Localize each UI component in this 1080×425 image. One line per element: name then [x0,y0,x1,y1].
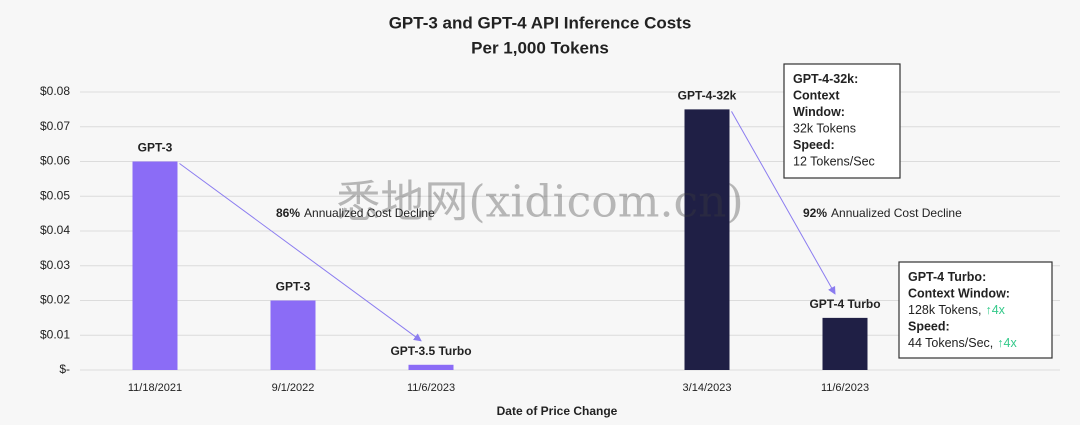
callout-text: Speed: [793,138,835,152]
annotation-bold: 92% [803,206,827,220]
y-tick-label: $0.04 [40,223,70,237]
bar [132,161,178,370]
chart-subtitle: Per 1,000 Tokens [471,38,609,57]
annotation: 92% Annualized Cost Decline [803,206,962,220]
callout-text: GPT-4 Turbo: [908,270,986,284]
callout-text: 32k Tokens [793,122,856,136]
decline-arrow [731,111,836,295]
bar [270,300,316,370]
callout-text: GPT-4-32k: [793,72,858,86]
y-tick-label: $0.03 [40,258,70,272]
callout-line: Context [793,89,840,103]
callout-text: Speed: [908,320,950,334]
y-tick-label: $0.07 [40,119,70,133]
x-tick-label: 11/18/2021 [128,382,182,394]
callout-text: 44 Tokens/Sec, [908,336,993,350]
callout-highlight: ↑4x [985,303,1005,317]
callout-text: 12 Tokens/Sec [793,155,875,169]
y-tick-label: $0.08 [40,84,70,98]
callout-line: 32k Tokens [793,122,856,136]
callout-line: 128k Tokens, ↑4x [908,303,1006,317]
annotation-bold: 86% [276,206,300,220]
annotation-text: Annualized Cost Decline [304,206,435,220]
callout-text: Window: [793,105,845,119]
x-tick-label: 11/6/2023 [821,382,869,394]
x-tick-label: 11/6/2023 [407,382,455,394]
bar-label: GPT-4-32k [678,89,737,103]
bar [822,317,868,370]
callout-line: 44 Tokens/Sec, ↑4x [908,336,1017,350]
callout-text: Context [793,89,840,103]
y-tick-label: $0.01 [40,327,70,341]
callout-box [783,63,901,179]
callout-text: 128k Tokens, [908,303,981,317]
y-tick-label: $0.02 [40,293,70,307]
callout-text: Context Window: [908,287,1010,301]
bar-label: GPT-4 Turbo [809,297,880,311]
callout-line: Window: [793,105,845,119]
callout-line: 12 Tokens/Sec [793,155,875,169]
bar-label: GPT-3 [138,141,173,155]
callout-line: GPT-4 Turbo: [908,270,986,284]
y-tick-label: $- [59,362,70,376]
bar-label: GPT-3 [276,280,311,294]
callout-line: Context Window: [908,287,1010,301]
annotation: 86% Annualized Cost Decline [276,206,435,220]
x-axis-label: Date of Price Change [497,404,618,418]
chart-title: GPT-3 and GPT-4 API Inference Costs [389,13,692,32]
decline-arrow [179,163,422,342]
y-tick-label: $0.06 [40,154,70,168]
callout-highlight: ↑4x [997,336,1017,350]
x-tick-label: 3/14/2023 [683,382,732,394]
y-tick-label: $0.05 [40,188,70,202]
bar-label: GPT-3.5 Turbo [390,344,471,358]
callout-line: GPT-4-32k: [793,72,858,86]
callout-line: Speed: [908,320,950,334]
callout-line: Speed: [793,138,835,152]
x-tick-label: 9/1/2022 [272,382,315,394]
bar [408,364,454,370]
bar [684,109,730,370]
annotation-text: Annualized Cost Decline [831,206,962,220]
watermark: 悉地网(xidicom.cn) [336,177,743,228]
callout-box [898,261,1053,359]
